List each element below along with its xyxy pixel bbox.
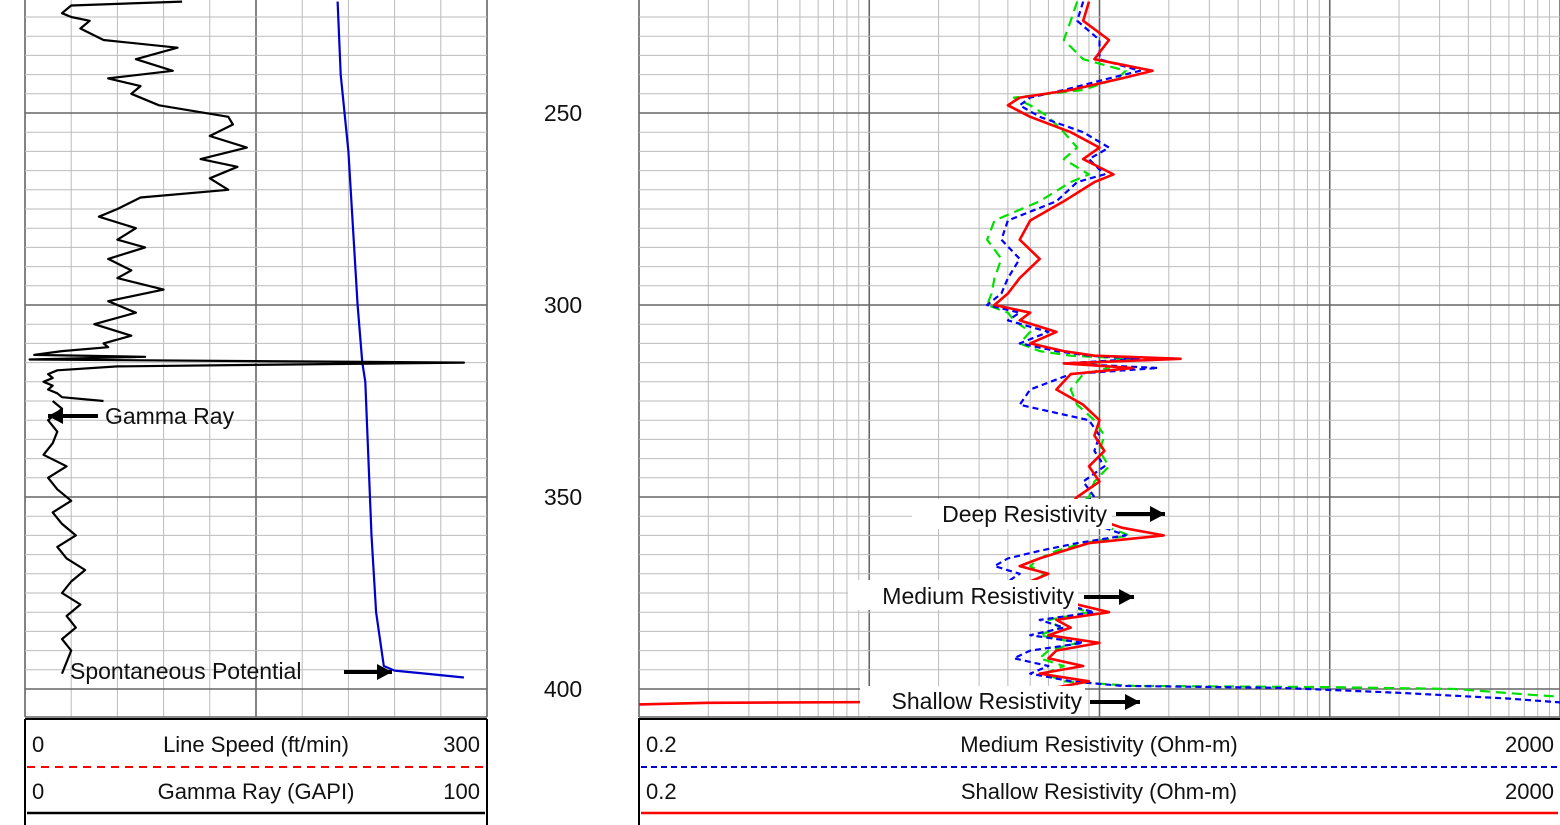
track1-grid [24,0,488,718]
spontaneous-potential-curve [42,400,87,675]
gamma-ray-curve [28,0,465,403]
annotation-gamma-ray: Gamma Ray [105,403,235,429]
depth-label: 300 [544,292,582,318]
depth-label: 250 [544,100,582,126]
medium-resistivity-label: Medium Resistivity (Ohm-m) [960,732,1237,757]
annotation-shallow-resistivity: Shallow Resistivity [892,688,1083,714]
medium-resistivity-max: 2000 [1505,732,1554,757]
annotation-bg [912,499,1112,529]
annotation-spontaneous-potential: Spontaneous Potential [70,658,301,684]
shallow-resistivity-max: 2000 [1505,779,1554,804]
track1-header: 0 Line Speed (ft/min) 300 0 Gamma Ray (G… [24,718,488,825]
line-speed-label: Line Speed (ft/min) [163,732,349,757]
shallow-resistivity-arrow-head [1125,694,1140,710]
track2-header: 0.2 Medium Resistivity (Ohm-m) 2000 0.2 … [638,718,1560,825]
annotation-arrows [48,408,1165,710]
medium-resistivity-curve [985,1,1560,704]
spontaneous-potential-arrow-head [377,664,392,680]
gamma-ray-max: 100 [443,779,480,804]
track2-grid [638,0,1560,718]
annotation-deep-resistivity: Deep Resistivity [942,501,1107,527]
annotation-bg [860,686,1085,716]
annotation-bg [848,580,1078,610]
annotation-medium-resistivity: Medium Resistivity [882,583,1074,609]
medium-resistivity-min: 0.2 [646,732,677,757]
log-curves [28,0,1560,706]
gamma-ray-label: Gamma Ray (GAPI) [158,779,355,804]
shallow-resistivity-label: Shallow Resistivity (Ohm-m) [961,779,1237,804]
medium-resistivity-arrow-head [1119,589,1134,605]
gamma-ray-arrow-head [48,408,63,424]
depth-label: 350 [544,484,582,510]
deep-resistivity-arrow-head [1150,506,1165,522]
line-speed-curve [336,1,465,679]
depth-labels: 250 300 350 400 [544,100,582,702]
line-speed-max: 300 [443,732,480,757]
shallow-resistivity-min: 0.2 [646,779,677,804]
gamma-ray-min: 0 [32,779,44,804]
deep-resistivity-curve [985,1,1560,698]
line-speed-min: 0 [32,732,44,757]
depth-label: 400 [544,676,582,702]
shallow-resistivity-curve [638,1,1182,706]
